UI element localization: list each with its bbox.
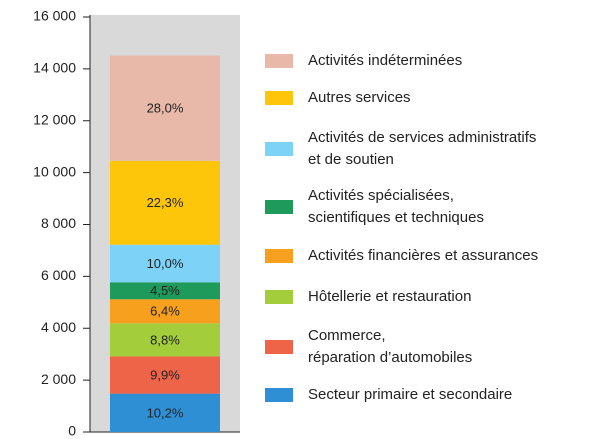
legend-swatch xyxy=(265,91,293,105)
legend-swatch xyxy=(265,200,293,214)
legend-label: Activités de services administratifs et … xyxy=(308,129,537,168)
data-label: 4,5% xyxy=(150,283,180,298)
y-tick-label: 10 000 xyxy=(33,163,76,179)
bar-segment xyxy=(110,356,220,394)
legend-label: Activités indéterminées xyxy=(308,52,463,69)
data-label: 28,0% xyxy=(147,101,184,116)
bar-segment xyxy=(110,282,220,300)
legend-label: Activités financières et assurances xyxy=(308,247,539,264)
bar-segment xyxy=(110,323,220,357)
legend-label: Secteur primaire et secondaire xyxy=(308,386,513,403)
data-label: 6,4% xyxy=(150,304,180,319)
data-label: 10,0% xyxy=(147,256,184,271)
legend-label: Activités spécialisées, scientifiques et… xyxy=(308,187,484,226)
bar-segment xyxy=(110,299,220,324)
legend-item: Activités indéterminées xyxy=(265,50,462,72)
legend-item: Hôtellerie et restauration xyxy=(265,286,471,308)
bar-segment xyxy=(110,160,220,245)
y-tick-label: 2 000 xyxy=(41,371,76,387)
legend-swatch xyxy=(265,142,293,156)
legend-label: Hôtellerie et restauration xyxy=(308,288,472,305)
y-tick-label: 4 000 xyxy=(41,319,76,335)
legend-swatch xyxy=(265,249,293,263)
legend-item: Secteur primaire et secondaire xyxy=(265,384,512,406)
legend-label: Commerce, réparation d’automobiles xyxy=(308,327,473,366)
data-label: 22,3% xyxy=(147,195,184,210)
y-tick-label: 0 xyxy=(68,423,76,439)
y-tick-label: 8 000 xyxy=(41,215,76,231)
legend-swatch xyxy=(265,388,293,402)
bar-segment xyxy=(110,244,220,283)
legend-item: Activités de services administratifs et … xyxy=(265,127,536,171)
bar-segment xyxy=(110,55,220,161)
data-label: 9,9% xyxy=(150,367,180,382)
legend-swatch xyxy=(265,290,293,304)
y-tick-label: 12 000 xyxy=(33,111,76,127)
legend-swatch xyxy=(265,54,293,68)
data-label: 8,8% xyxy=(150,332,180,347)
legend-item: Activités financières et assurances xyxy=(265,245,538,267)
legend-item: Commerce, réparation d’automobiles xyxy=(265,325,472,369)
y-tick-label: 14 000 xyxy=(33,60,76,76)
legend-swatch xyxy=(265,340,293,354)
y-tick-label: 6 000 xyxy=(41,267,76,283)
y-tick-label: 16 000 xyxy=(33,8,76,24)
bar-segment xyxy=(110,393,220,432)
legend-label: Autres services xyxy=(308,89,411,106)
legend-item: Activités spécialisées, scientifiques et… xyxy=(265,185,484,229)
data-label: 10,2% xyxy=(147,405,184,420)
legend-item: Autres services xyxy=(265,87,411,109)
